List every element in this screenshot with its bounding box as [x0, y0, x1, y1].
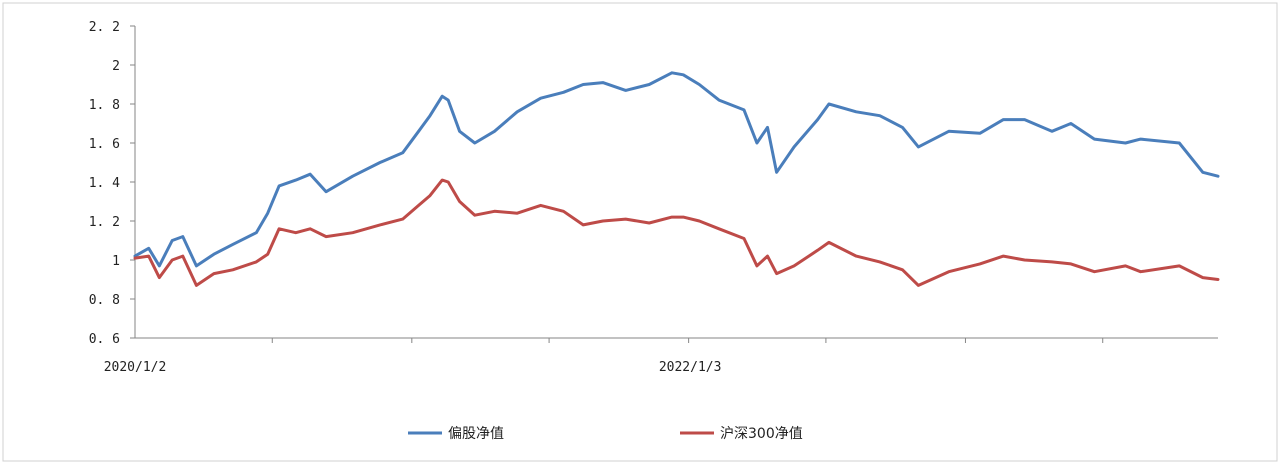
- legend: 偏股净值 沪深300净值: [408, 426, 803, 442]
- x-tick-label: 2020/1/2: [104, 360, 167, 375]
- legend-label-1: 偏股净值: [448, 426, 504, 442]
- y-tick-label: 0. 6: [89, 332, 120, 347]
- series-line-2: [133, 178, 1220, 287]
- y-tick-label: 2: [112, 59, 120, 74]
- y-tick-label: 1. 6: [89, 137, 120, 152]
- y-tick-label: 1. 8: [89, 98, 120, 113]
- x-tick-label: 2022/1/3: [659, 360, 722, 375]
- series-lines: [133, 71, 1220, 287]
- x-axis: 2020/1/2 2022/1/3: [104, 337, 1218, 375]
- y-tick-label: 1: [112, 254, 120, 269]
- y-tick-label: 2. 2: [89, 20, 120, 35]
- y-tick-label: 1. 4: [89, 176, 120, 191]
- y-tick-label: 1. 2: [89, 215, 120, 230]
- series-line-1: [133, 71, 1220, 268]
- y-axis: 0. 6 0. 8 1 1. 2 1. 4 1. 6 1. 8 2 2. 2: [89, 20, 136, 347]
- legend-label-2: 沪深300净值: [720, 426, 803, 442]
- y-tick-label: 0. 8: [89, 293, 120, 308]
